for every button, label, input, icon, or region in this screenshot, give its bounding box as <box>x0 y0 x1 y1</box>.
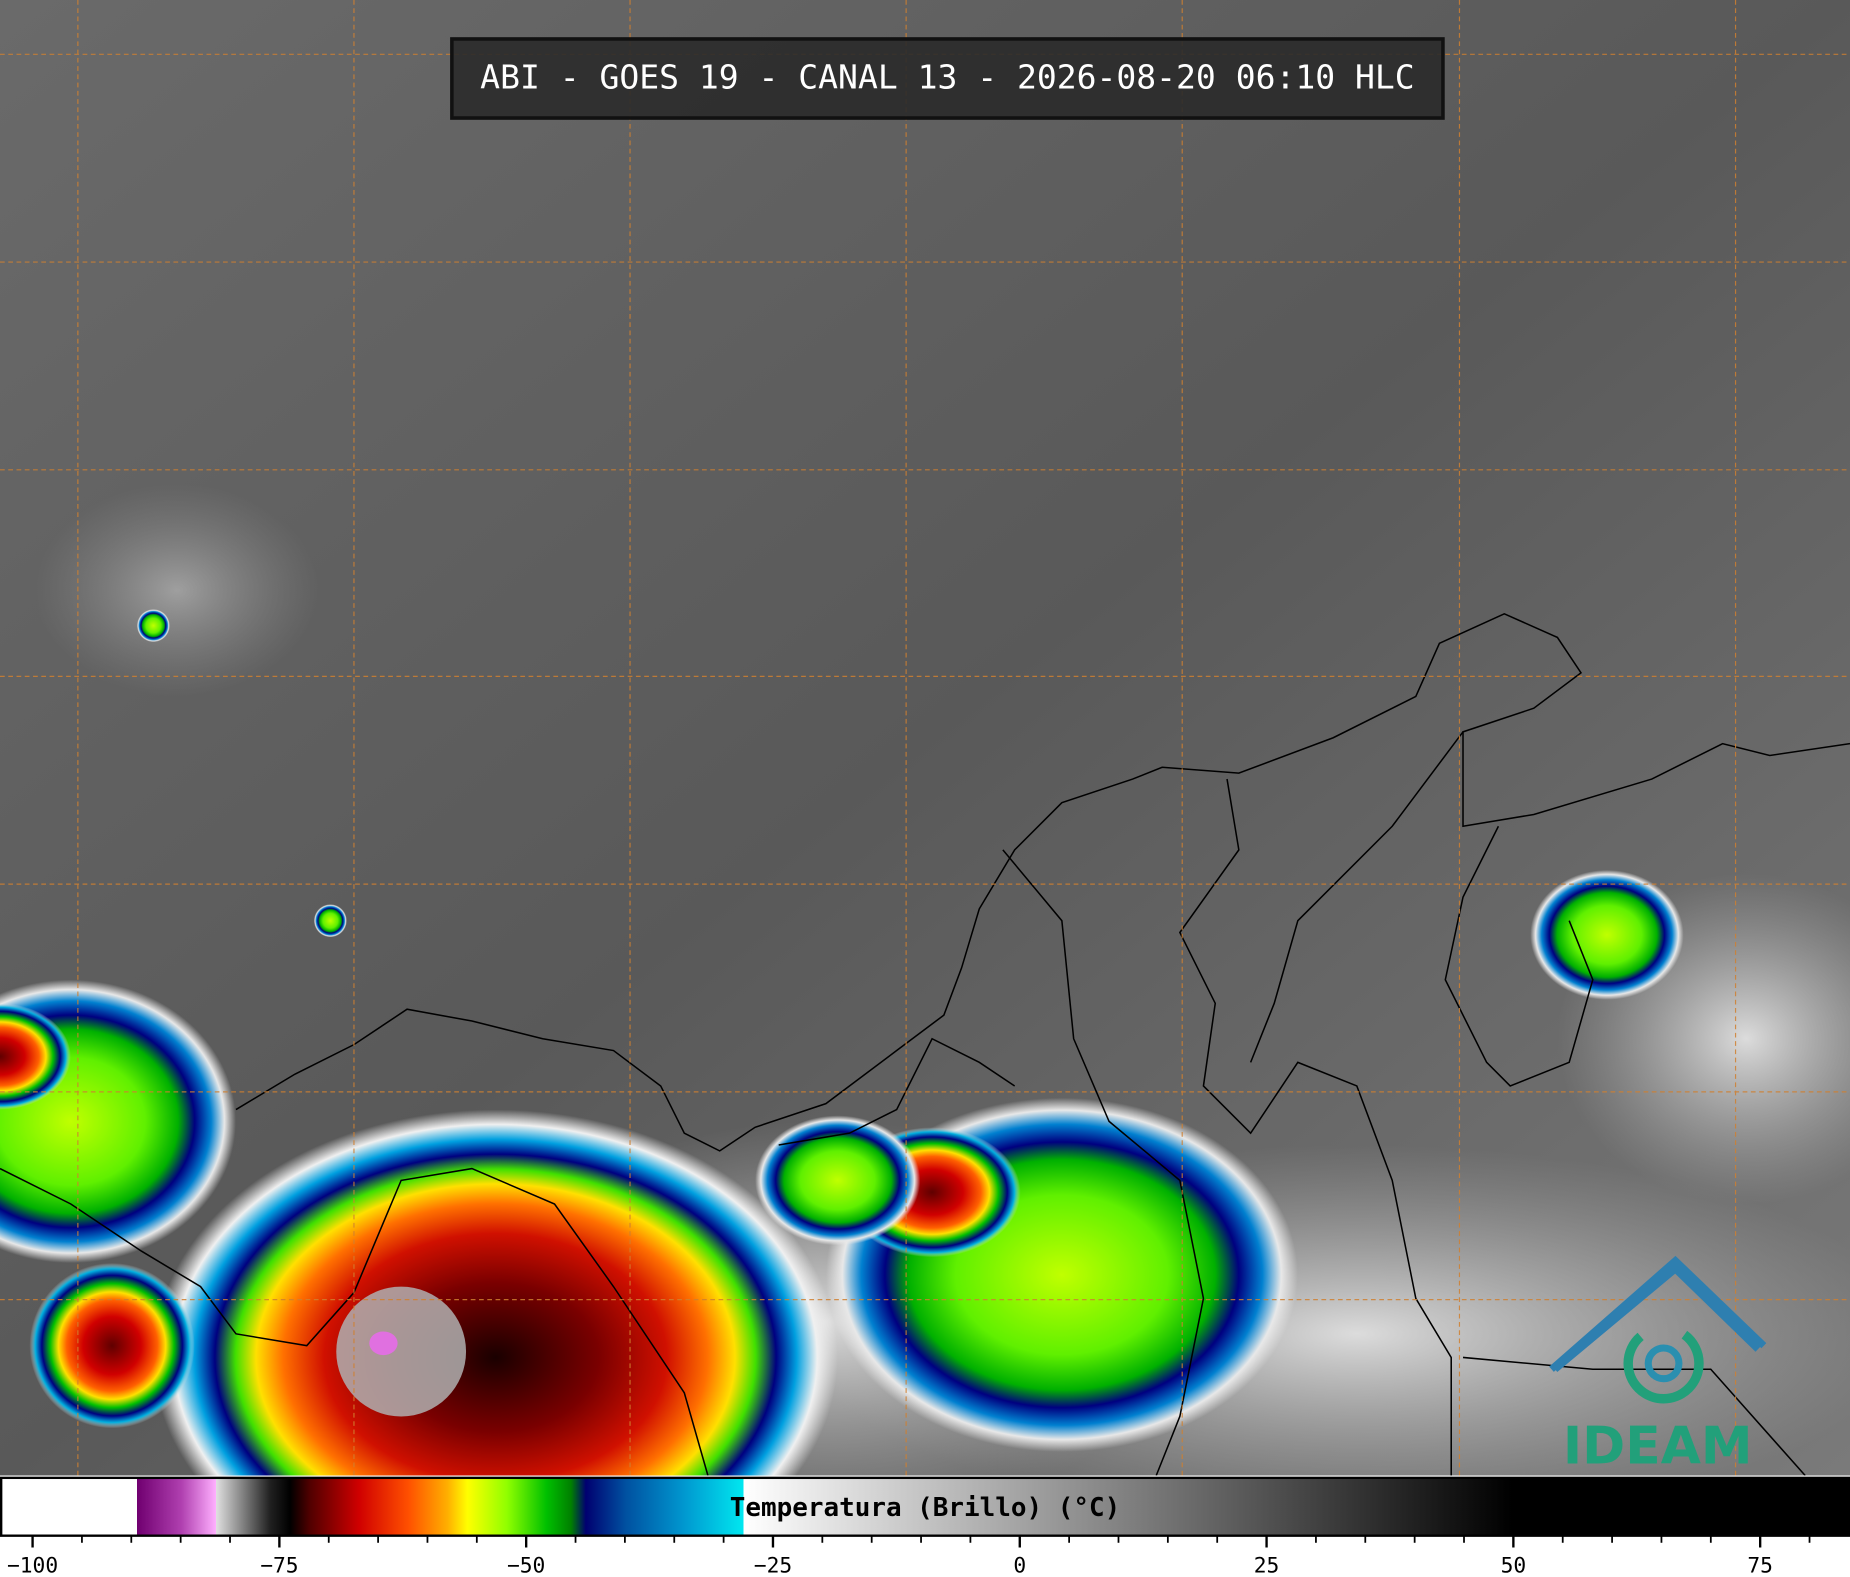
graticule <box>0 0 1850 1476</box>
tick-label: −75 <box>260 1553 298 1577</box>
cell <box>313 904 347 938</box>
haze <box>35 483 319 697</box>
title: ABI - GOES 19 - CANAL 13 - 2026-08-20 06… <box>480 58 1414 97</box>
border <box>1249 731 1464 1063</box>
tick-label: 50 <box>1501 1553 1527 1577</box>
colorbar-label: Temperatura (Brillo) (°C) <box>730 1493 1121 1523</box>
border <box>778 1037 1016 1146</box>
logo-eye <box>1623 1323 1704 1404</box>
cell <box>755 1115 921 1246</box>
cold-core <box>336 1286 467 1417</box>
cell <box>1530 869 1684 1000</box>
tick-label: −100 <box>7 1553 58 1577</box>
logo-pupil <box>1644 1344 1683 1383</box>
storm <box>153 1109 838 1577</box>
tick-label: 75 <box>1747 1553 1773 1577</box>
colorbar: Temperatura (Brillo) (°C) −100 −75 −50 −25 0… <box>0 1475 1850 1577</box>
tick-label: −25 <box>754 1553 792 1577</box>
cold-spot <box>369 1331 398 1356</box>
tick-label: 25 <box>1254 1553 1280 1577</box>
title-box: ABI - GOES 19 - CANAL 13 - 2026-08-20 06… <box>450 37 1445 120</box>
logo-roof <box>1549 1255 1767 1372</box>
border <box>1178 778 1452 1476</box>
logo-text: IDEAM <box>1563 1417 1753 1477</box>
coast <box>235 612 1850 1152</box>
colorbar-ramp <box>0 1476 1850 1537</box>
tick-label: 0 <box>1013 1553 1026 1577</box>
cell <box>136 609 170 643</box>
tick-label: −50 <box>507 1553 545 1577</box>
cell <box>0 1003 71 1110</box>
title-background <box>450 37 1445 120</box>
clouds <box>0 483 1850 1577</box>
cell <box>29 1263 195 1429</box>
border <box>1002 849 1205 1476</box>
logo: IDEAM <box>1549 1255 1767 1477</box>
